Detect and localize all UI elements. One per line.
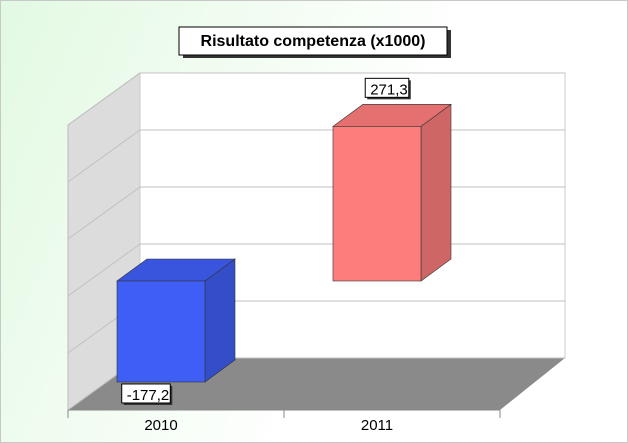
x-tick-label: 2010 — [144, 417, 177, 434]
value-label: -177,2 — [127, 387, 170, 404]
x-tick-label: 2011 — [361, 417, 393, 434]
title-box — [178, 26, 448, 56]
value-label-box — [121, 383, 171, 404]
chart-title: Risultato competenza (x1000) — [201, 33, 426, 50]
bar — [332, 126, 422, 282]
bar — [116, 280, 206, 383]
bar-side — [420, 103, 452, 282]
grid-line — [67, 72, 565, 126]
marks — [116, 103, 452, 383]
value-label: 271,3 — [370, 81, 408, 98]
value-label-box — [364, 77, 410, 98]
